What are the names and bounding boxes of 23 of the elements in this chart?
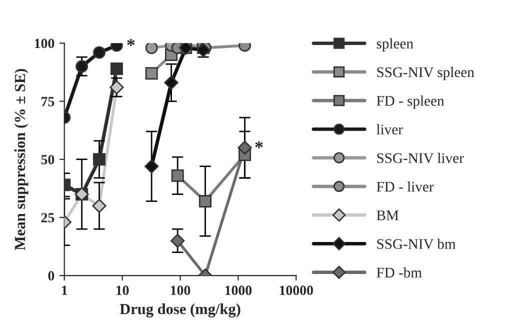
legend-label: FD - liver: [376, 181, 434, 192]
annotation: *: [255, 141, 263, 148]
x-tick-label: 10000: [280, 286, 313, 296]
y-tick-label: 75: [42, 96, 54, 106]
legend-label: SSG-NIV bm: [377, 238, 456, 250]
x-tick-label: 1000: [225, 286, 252, 296]
y-tick-label: 50: [41, 154, 54, 164]
legend-label: liver: [376, 124, 403, 134]
x-tick-label: 100: [170, 286, 190, 296]
x-tick-label: 1: [62, 286, 68, 295]
legend-label: BM: [376, 210, 399, 220]
legend-label: FD - spleen: [376, 96, 444, 109]
y-tick-label: 100: [34, 38, 54, 48]
y-axis-title: Mean suppression (% ± SE): [14, 68, 28, 250]
legend-label: spleen: [376, 38, 414, 52]
y-tick-label: 25: [41, 213, 54, 222]
annotation: *: [127, 39, 135, 46]
x-axis-title: Drug dose (mg/kg): [120, 303, 240, 318]
legend-label: SSG-NIV liver: [377, 152, 464, 164]
x-tick-label: 10: [116, 286, 129, 296]
legend-label: FD -bm: [376, 267, 422, 278]
legend-label: SSG-NIV spleen: [377, 66, 474, 80]
y-tick-label: 0: [48, 271, 54, 281]
